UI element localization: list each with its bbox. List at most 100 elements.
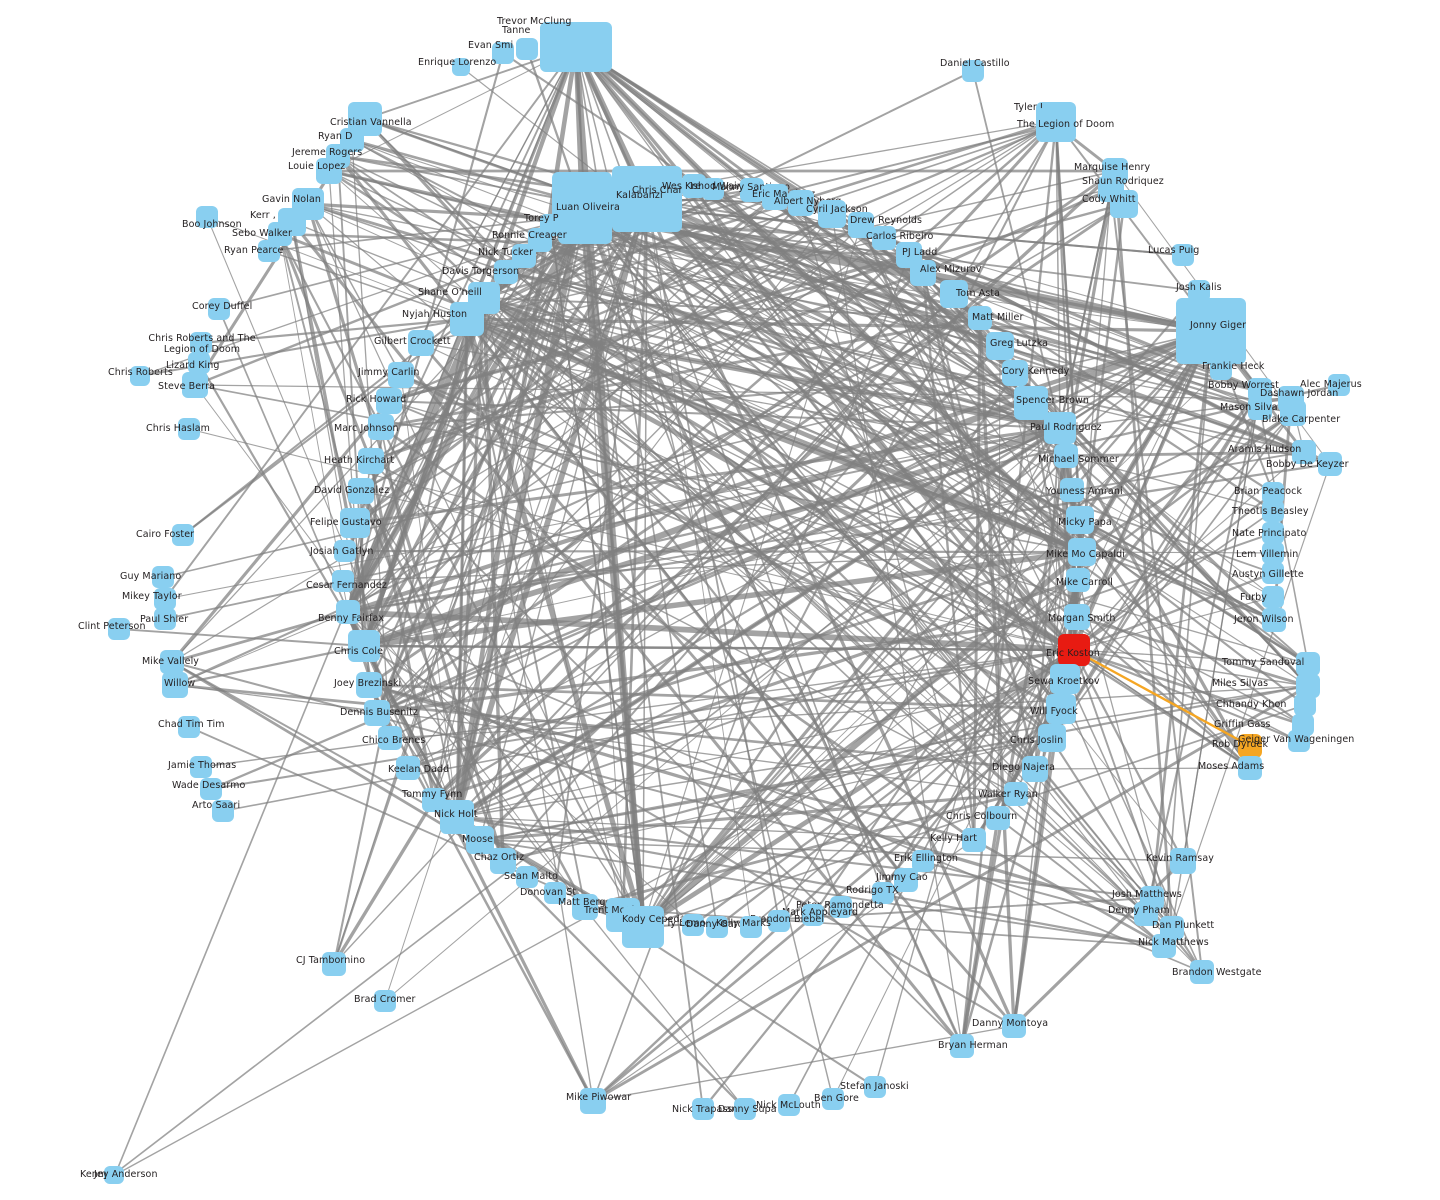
- graph-node[interactable]: [106, 1166, 124, 1184]
- graph-node[interactable]: [162, 672, 188, 698]
- graph-node[interactable]: [1066, 568, 1090, 592]
- graph-node[interactable]: [1002, 360, 1028, 386]
- graph-node[interactable]: [1188, 280, 1210, 302]
- graph-node[interactable]: [818, 200, 846, 228]
- graph-node[interactable]: [864, 1076, 886, 1098]
- graph-node[interactable]: [190, 332, 212, 354]
- graph-node[interactable]: [1294, 694, 1316, 716]
- graph-node[interactable]: [190, 756, 212, 778]
- graph-node[interactable]: [802, 904, 824, 926]
- graph-node[interactable]: [822, 1088, 844, 1110]
- graph-node[interactable]: [894, 868, 918, 892]
- graph-node[interactable]: [1044, 412, 1076, 444]
- graph-node[interactable]: [348, 478, 374, 504]
- graph-node[interactable]: [408, 330, 434, 356]
- graph-node[interactable]: [950, 1034, 974, 1058]
- graph-node[interactable]: [154, 608, 176, 630]
- graph-node[interactable]: [1050, 664, 1080, 694]
- graph-node[interactable]: [388, 362, 414, 388]
- graph-node[interactable]: [376, 388, 402, 414]
- graph-node[interactable]: [692, 1098, 714, 1120]
- graph-node[interactable]: [336, 600, 360, 624]
- graph-node[interactable]: [316, 158, 342, 184]
- graph-node[interactable]: [466, 826, 494, 854]
- graph-node[interactable]: [1066, 506, 1094, 534]
- graph-node[interactable]: [178, 418, 200, 440]
- graph-node[interactable]: [130, 366, 150, 386]
- graph-node[interactable]: [108, 618, 130, 640]
- graph-node[interactable]: [160, 650, 184, 674]
- graph-node[interactable]: [558, 186, 612, 244]
- graph-node[interactable]: [1262, 586, 1284, 608]
- graph-node[interactable]: [1172, 244, 1194, 266]
- graph-node[interactable]: [188, 352, 210, 374]
- graph-node[interactable]: [612, 166, 682, 232]
- graph-node[interactable]: [348, 630, 380, 662]
- graph-node[interactable]: [334, 540, 356, 562]
- graph-node-focus[interactable]: [1058, 634, 1090, 666]
- graph-node[interactable]: [1014, 386, 1048, 420]
- graph-node[interactable]: [364, 700, 390, 726]
- graph-node[interactable]: [544, 882, 566, 904]
- graph-node[interactable]: [1064, 604, 1090, 630]
- graph-node[interactable]: [740, 916, 762, 938]
- graph-node[interactable]: [492, 42, 514, 64]
- graph-node[interactable]: [1262, 482, 1284, 504]
- graph-node[interactable]: [540, 22, 612, 72]
- graph-node[interactable]: [516, 866, 538, 888]
- graph-node[interactable]: [490, 848, 516, 874]
- graph-node[interactable]: [178, 716, 200, 738]
- graph-node[interactable]: [1292, 440, 1316, 464]
- graph-node[interactable]: [452, 58, 470, 76]
- graph-node[interactable]: [848, 212, 874, 238]
- graph-node[interactable]: [706, 916, 728, 938]
- graph-node[interactable]: [1046, 694, 1076, 724]
- graph-node[interactable]: [986, 332, 1014, 360]
- graph-node[interactable]: [1176, 298, 1246, 364]
- graph-node[interactable]: [1262, 500, 1284, 522]
- graph-node[interactable]: [1280, 400, 1306, 426]
- graph-node[interactable]: [208, 298, 230, 320]
- graph-node[interactable]: [872, 226, 896, 250]
- graph-node[interactable]: [986, 806, 1010, 830]
- graph-node[interactable]: [200, 778, 222, 800]
- graph-node[interactable]: [910, 260, 936, 286]
- graph-node[interactable]: [912, 850, 934, 872]
- graph-node[interactable]: [378, 726, 402, 750]
- graph-node[interactable]: [1210, 358, 1232, 380]
- graph-node-highlighted[interactable]: [1238, 734, 1262, 758]
- graph-node[interactable]: [1248, 396, 1272, 420]
- graph-node[interactable]: [1022, 756, 1048, 782]
- graph-node[interactable]: [702, 178, 724, 200]
- graph-node[interactable]: [682, 914, 704, 936]
- graph-node[interactable]: [358, 448, 384, 474]
- graph-node[interactable]: [1238, 756, 1262, 780]
- graph-node[interactable]: [962, 828, 986, 852]
- graph-node[interactable]: [172, 524, 194, 546]
- graph-node[interactable]: [322, 952, 346, 976]
- graph-node[interactable]: [1054, 444, 1078, 468]
- graph-node[interactable]: [356, 672, 382, 698]
- graph-node[interactable]: [374, 990, 396, 1012]
- graph-node[interactable]: [1002, 1014, 1026, 1038]
- graph-node[interactable]: [368, 414, 394, 440]
- graph-node[interactable]: [1328, 374, 1350, 396]
- graph-node[interactable]: [1262, 522, 1284, 544]
- graph-node[interactable]: [1036, 108, 1076, 142]
- graph-node[interactable]: [1170, 848, 1196, 874]
- graph-node[interactable]: [332, 570, 354, 592]
- graph-node[interactable]: [396, 756, 420, 780]
- graph-node[interactable]: [1288, 730, 1310, 752]
- graph-node[interactable]: [572, 894, 598, 920]
- graph-node[interactable]: [1262, 562, 1284, 584]
- graph-node[interactable]: [1004, 782, 1028, 806]
- graph-node[interactable]: [1262, 542, 1284, 564]
- graph-node[interactable]: [1068, 538, 1096, 566]
- graph-node[interactable]: [872, 882, 894, 904]
- graph-node[interactable]: [1152, 934, 1176, 958]
- graph-node[interactable]: [196, 206, 218, 228]
- graph-node[interactable]: [768, 910, 790, 932]
- graph-node[interactable]: [940, 280, 968, 308]
- graph-node[interactable]: [152, 566, 174, 588]
- graph-node[interactable]: [580, 1088, 606, 1114]
